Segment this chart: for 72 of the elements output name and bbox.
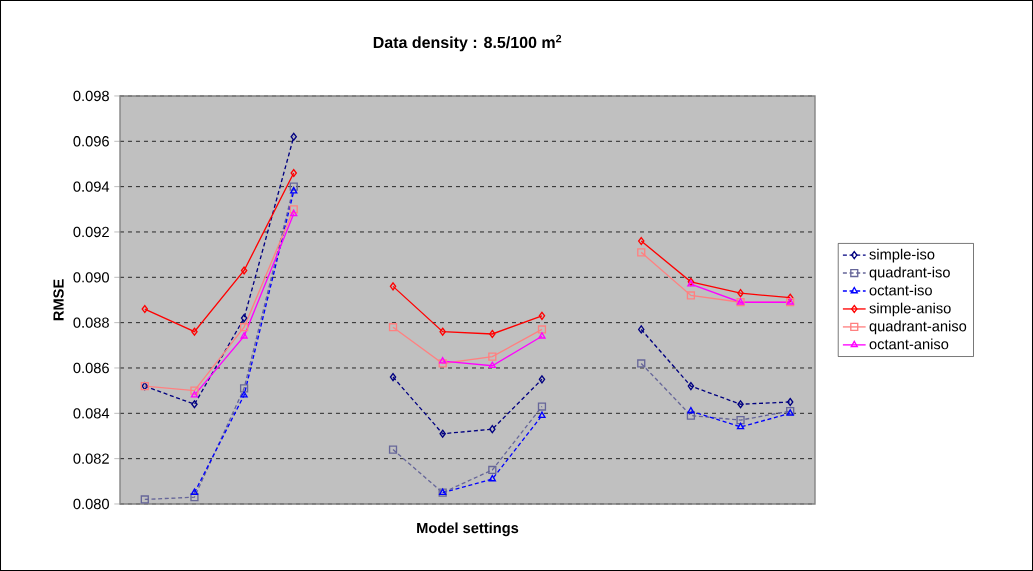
y-tick-label: 0.094 (73, 181, 110, 192)
point (191, 400, 198, 409)
y-tick-label: 0.080 (73, 498, 109, 510)
point (240, 313, 248, 323)
point (240, 332, 248, 339)
y-tick-label: 0.086 (73, 362, 109, 374)
point (439, 429, 446, 438)
point (439, 327, 446, 336)
point (190, 391, 199, 398)
point (389, 282, 397, 291)
legend-label: octant-aniso (869, 338, 949, 350)
y-tick-label: 0.088 (73, 317, 109, 328)
point (190, 493, 199, 502)
point (489, 425, 496, 434)
point (737, 400, 744, 409)
legend-label: quadrant-aniso (869, 320, 967, 335)
point (239, 323, 249, 332)
point (686, 411, 696, 420)
point (488, 465, 497, 475)
point (538, 411, 546, 418)
y-axis-title: RMSE (53, 279, 64, 321)
point (637, 359, 646, 368)
point (637, 248, 646, 257)
point (190, 386, 199, 395)
y-tick-label: 0.096 (73, 136, 109, 147)
point (737, 289, 744, 298)
point (389, 372, 397, 382)
point (488, 474, 496, 482)
point (290, 187, 298, 194)
point (191, 327, 198, 336)
point (488, 352, 497, 361)
legend-label: quadrant-iso (869, 266, 950, 281)
y-tick-label: 0.092 (73, 226, 109, 238)
point (736, 415, 745, 425)
point (388, 323, 398, 332)
point (438, 359, 447, 368)
point (538, 332, 546, 339)
point (786, 397, 794, 407)
point (240, 266, 248, 275)
y-tick-label: 0.098 (73, 90, 109, 102)
point (290, 209, 298, 217)
y-tick-label: 0.090 (73, 272, 109, 283)
point (538, 311, 546, 320)
point (190, 488, 199, 496)
point (388, 445, 398, 454)
point (240, 391, 248, 398)
point (687, 381, 695, 391)
legend-label: octant-iso (869, 284, 932, 296)
x-axis-title: Model settings (417, 522, 519, 537)
point (736, 422, 745, 430)
point (141, 304, 149, 314)
point (289, 205, 298, 214)
point (637, 325, 645, 334)
point (140, 495, 149, 504)
point (537, 402, 547, 411)
legend-label: simple-aniso (869, 302, 951, 317)
point (239, 384, 249, 393)
chart-title: Data density : 8.5/100 m$^{2}$ (373, 34, 562, 52)
point (290, 168, 298, 178)
point (488, 361, 496, 369)
point (537, 325, 547, 334)
y-tick-label: 0.084 (73, 408, 110, 419)
point (687, 406, 695, 414)
point (289, 182, 298, 191)
point (290, 132, 298, 141)
point (686, 291, 696, 300)
point (439, 357, 447, 364)
y-tick-label: 0.082 (73, 453, 109, 464)
point (637, 236, 645, 246)
legend-label: simple-iso (869, 248, 935, 263)
point (538, 375, 546, 384)
point (489, 329, 496, 339)
